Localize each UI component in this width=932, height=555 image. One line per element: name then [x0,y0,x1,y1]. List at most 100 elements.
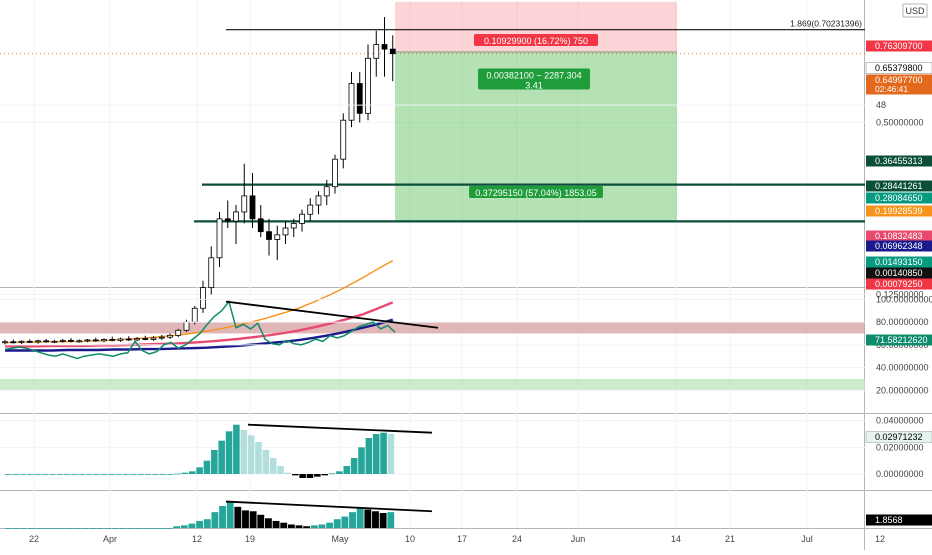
indicator-tick-label: 0.04000000 [876,416,924,426]
price-badge [866,230,932,242]
indicator-tick-label: 40.00000000 [876,363,929,373]
candle-body [101,339,107,342]
time-tick-label: Jul [801,534,813,544]
indicator-bar [249,511,257,528]
time-tick-label: Apr [103,534,117,544]
price-badge [866,240,932,252]
indicator-bar [379,513,387,528]
indicator-bar [356,507,364,528]
candle-body [200,287,206,309]
divergence-line [225,500,433,513]
indicator-tick-label: 48 [876,100,886,110]
indicator-bar [240,430,248,474]
time-tick-label: 22 [29,534,39,544]
candle-body [373,44,380,59]
indicator-bar [365,438,373,474]
currency-label: USD [902,3,928,18]
indicator-bar [56,474,64,475]
indicator-tick-label: 0.02000000 [876,442,924,452]
indicator-bar [226,502,234,528]
candle-body [59,339,66,342]
indicator-bar [255,442,262,474]
price-badge [866,205,932,217]
indicator-bar [43,528,51,529]
indicator-bar [203,519,211,528]
indicator-bar [166,474,174,475]
time-tick-label: 17 [457,534,467,544]
indicator-bar [173,526,181,528]
candle-body [307,204,314,215]
indicator-bar [112,528,119,529]
time-tick-label: 12 [192,534,202,544]
candle-body [224,218,231,222]
indicator-bar [343,466,351,474]
indicator-bar [277,466,284,474]
candle-body [167,334,173,338]
indicator-rsi: 100.0000000080.0000000060.0000000040.000… [0,294,932,395]
indicator-bar [211,450,218,474]
candle-body [109,339,116,341]
indicator-bar [96,528,104,529]
grid-lines [0,0,865,528]
indicator-bar [272,520,280,528]
indicator-bar [188,523,196,528]
candle-body [389,48,396,55]
candle-body [68,339,74,342]
indicator-bar [150,528,158,529]
price-badge [866,74,932,95]
indicator-bar [115,474,122,475]
candle-body [84,339,91,342]
indicator-bar [157,528,165,529]
risk-reward-label-text: 3.41 [525,81,543,91]
horizontal-levels[interactable]: 1.869(0.70231396) [0,19,865,223]
time-tick-label: May [331,534,349,544]
indicator-panes: 100.0000000080.0000000060.0000000040.000… [0,100,932,529]
indicator-bar [318,524,326,528]
indicator-bar [387,512,395,528]
indicator-bar [27,474,34,475]
time-tick-label: 19 [245,534,255,544]
candle-body [356,83,363,114]
indicator-bar [349,512,356,528]
indicator-bar [225,431,233,474]
candles [2,17,396,345]
price-badge [866,155,932,167]
indicator-bar [350,458,358,474]
position-tool[interactable]: 0.10929900 (16.72%) 750 0.00382100 ~ 2287… [395,1,677,222]
indicator-bar [89,528,96,529]
indicator-bar [242,510,249,528]
price-badge-label: 0.65379800 [875,63,923,73]
indicator-bar [219,505,226,528]
indicator-bar [257,514,265,528]
indicator-bar [19,474,27,475]
candle-body [2,341,8,344]
indicator-value-badge [865,431,932,443]
target-label-bg [469,186,603,198]
rsi-line [4,299,396,360]
indicator-bar [165,528,173,529]
indicator-bar [5,474,12,475]
divergence-line [247,423,433,434]
candle-body [266,231,272,240]
price-badge [865,62,932,74]
indicator-bar [269,458,277,474]
candle-body [208,257,215,289]
price-axis: 0.875000000.500000000.125000000.76309700… [865,40,932,300]
candle-body [274,234,281,240]
indicator-volume_osc: 48 1.8568 [0,100,932,529]
indicator-bar [314,474,321,477]
indicator-bar [78,474,86,475]
indicator-bar [41,474,49,475]
price-badge-label: 0.00079250 [875,279,923,289]
indicator-bar [34,474,41,475]
price-badge-label: 0.76309700 [875,41,923,51]
indicator-tick-label: 20.00000000 [876,385,929,395]
indicator-bar [333,519,341,528]
indicator-bar [135,528,142,529]
risk-reward-label-text: 0.00382100 ~ 2287.304 [486,71,581,81]
indicator-bar [234,506,242,528]
indicator-bar [218,440,225,474]
